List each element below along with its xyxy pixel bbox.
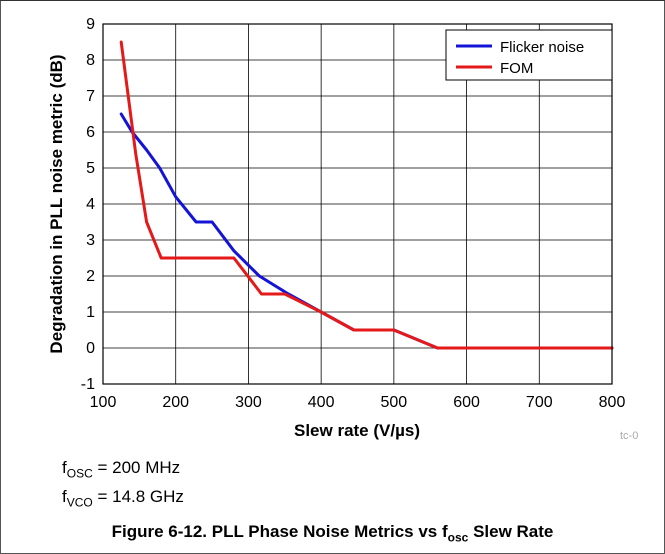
fom-line — [119, 40, 614, 350]
f-osc-value: = 200 MHz — [92, 458, 181, 477]
legend-label-flicker-noise: Flicker noise — [500, 39, 584, 56]
legend: Flicker noise FOM — [445, 29, 613, 81]
caption-suffix: Slew Rate — [468, 522, 554, 541]
caption-prefix: Figure 6-12. PLL Phase Noise Metrics vs … — [111, 522, 448, 541]
y-axis-label: Degradation in PLL noise metric (dB) — [47, 54, 66, 353]
x-tick-label: 700 — [526, 394, 553, 411]
y-tick-label: 1 — [86, 304, 95, 321]
y-tick-label: 7 — [86, 88, 95, 105]
x-tick-label: 300 — [235, 394, 262, 411]
x-tick-label: 800 — [599, 394, 626, 411]
y-tick-label: 0 — [86, 340, 95, 357]
caption-subscript: osc — [447, 530, 469, 545]
f-vco-subscript: VCO — [66, 495, 93, 510]
y-tick-label: 3 — [86, 232, 95, 249]
legend-box — [445, 29, 613, 81]
y-tick-label: 8 — [86, 52, 95, 69]
y-tick-label: 6 — [86, 124, 95, 141]
x-tick-label: 200 — [162, 394, 189, 411]
f-osc-symbol: f — [62, 458, 67, 477]
y-tick-label: 9 — [86, 16, 95, 33]
y-tick-label: 2 — [86, 268, 95, 285]
series-layer — [119, 40, 614, 350]
f-vco-symbol: f — [62, 487, 67, 506]
f-osc-subscript: OSC — [66, 466, 93, 481]
y-tick-labels: -1 0 1 2 3 4 5 6 7 8 9 — [81, 16, 95, 393]
figure-tag: tc-0 — [620, 430, 639, 442]
f-vco-condition: fVCO = 14.8 GHz — [62, 487, 184, 509]
f-vco-value: = 14.8 GHz — [92, 487, 184, 506]
figure-caption: Figure 6-12. PLL Phase Noise Metrics vs … — [0, 522, 665, 544]
line-chart: -1 0 1 2 3 4 5 6 7 8 9 100 200 300 400 500 600 700 800 Fl… — [47, 16, 626, 440]
x-axis-label: Slew rate (V/µs) — [294, 421, 420, 440]
x-tick-labels: 100 200 300 400 500 600 700 800 — [90, 394, 626, 411]
x-tick-label: 100 — [90, 394, 117, 411]
f-osc-condition: fOSC = 200 MHz — [62, 458, 180, 480]
x-tick-label: 400 — [308, 394, 335, 411]
y-tick-label: 4 — [86, 196, 95, 213]
top-rule — [0, 0, 665, 1]
y-tick-label: -1 — [81, 376, 95, 393]
x-tick-label: 600 — [453, 394, 480, 411]
legend-label-fom: FOM — [500, 60, 533, 77]
plot-border — [102, 23, 613, 385]
x-tick-label: 500 — [381, 394, 408, 411]
y-tick-label: 5 — [86, 160, 95, 177]
